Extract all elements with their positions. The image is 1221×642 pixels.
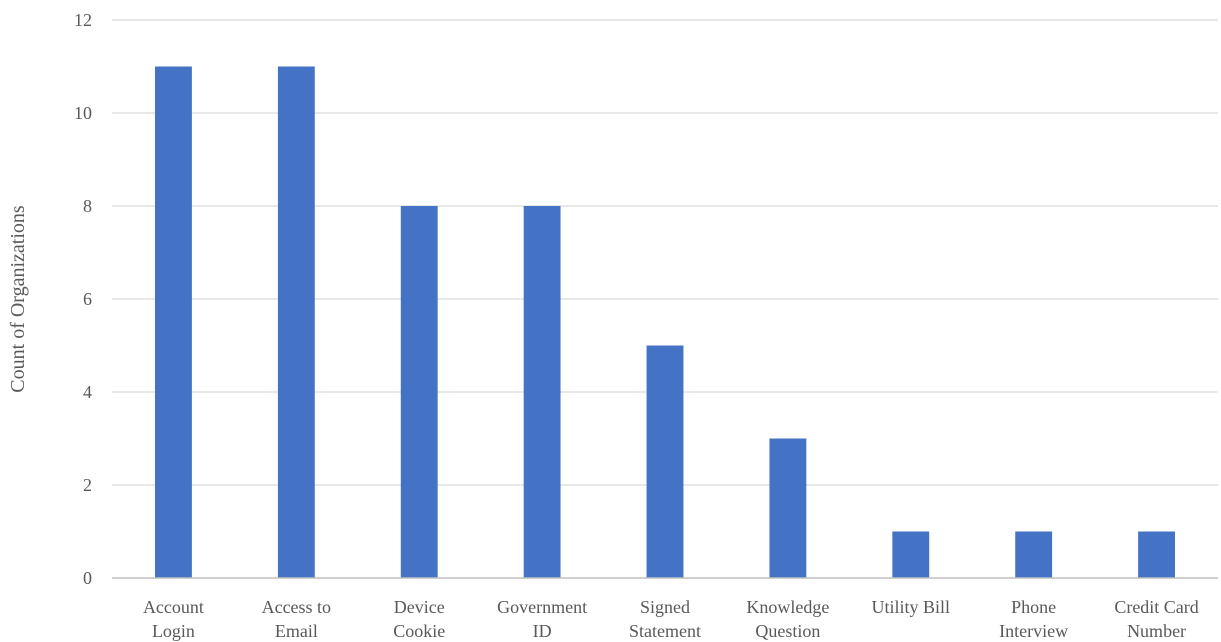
x-category-label-line: Account <box>143 597 204 617</box>
x-axis-labels: Account Login Access to Email Device Cookie Go… <box>143 597 1199 641</box>
y-tick-label: 8 <box>83 196 92 216</box>
x-category-label-line: Device <box>394 597 445 617</box>
x-category-label: Government ID <box>497 597 587 641</box>
y-tick-label: 6 <box>83 289 92 309</box>
y-axis-title: Count of Organizations <box>7 205 29 393</box>
x-category-label: Knowledge Question <box>746 597 829 641</box>
bar <box>647 346 684 579</box>
x-category-label: Signed Statement <box>629 597 701 641</box>
x-category-label-line: Access to <box>262 597 331 617</box>
bar <box>155 67 192 579</box>
y-tick-label: 4 <box>83 382 92 402</box>
y-axis-ticks: 0 2 4 6 8 10 12 <box>74 10 92 588</box>
bar <box>524 206 561 578</box>
y-tick-label: 12 <box>74 10 92 30</box>
y-tick-label: 2 <box>83 475 92 495</box>
bars <box>155 67 1175 579</box>
x-category-label: Device Cookie <box>393 597 445 641</box>
x-category-label-line: Email <box>275 621 318 641</box>
x-category-label-line: Number <box>1127 621 1186 641</box>
bar <box>1015 532 1052 579</box>
x-category-label-line: Cookie <box>393 621 445 641</box>
bar <box>892 532 929 579</box>
bar <box>769 439 806 579</box>
bar <box>401 206 438 578</box>
x-category-label-line: Interview <box>999 621 1068 641</box>
x-category-label: Phone Interview <box>999 597 1068 641</box>
x-category-label: Utility Bill <box>872 597 951 617</box>
bar <box>278 67 315 579</box>
x-category-label-line: Government <box>497 597 587 617</box>
x-category-label: Credit Card Number <box>1114 597 1198 641</box>
x-category-label-line: Statement <box>629 621 701 641</box>
x-category-label-line: ID <box>533 621 552 641</box>
y-tick-label: 10 <box>74 103 92 123</box>
x-category-label-line: Login <box>152 621 195 641</box>
bar <box>1138 532 1175 579</box>
x-category-label-line: Utility Bill <box>872 597 951 617</box>
x-category-label-line: Knowledge <box>746 597 829 617</box>
x-category-label-line: Phone <box>1011 597 1056 617</box>
x-category-label-line: Signed <box>640 597 690 617</box>
y-tick-label: 0 <box>83 568 92 588</box>
x-category-label: Access to Email <box>262 597 331 641</box>
x-category-label-line: Question <box>755 621 820 641</box>
x-category-label: Account Login <box>143 597 204 641</box>
x-category-label-line: Credit Card <box>1114 597 1198 617</box>
